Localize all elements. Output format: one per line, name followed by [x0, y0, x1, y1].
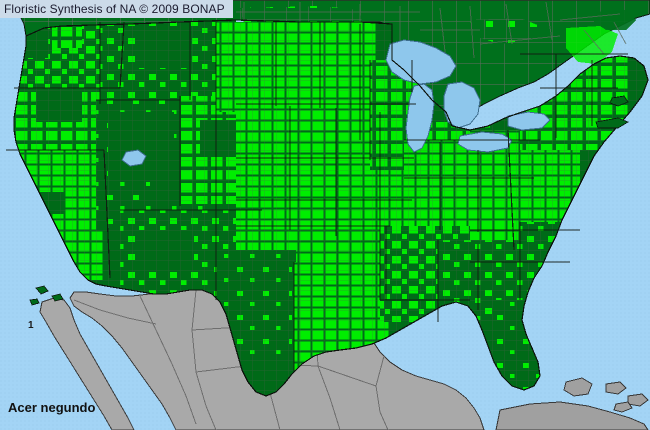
lake-ontario — [507, 111, 551, 131]
lake-huron — [443, 81, 481, 129]
great-salt-lake — [121, 149, 147, 167]
species-name-label: Acer negundo — [8, 400, 96, 415]
locality-marker-1: 1 — [28, 320, 34, 331]
lake-superior — [385, 39, 457, 85]
map-title-plaque: Floristic Synthesis of NA © 2009 BONAP — [0, 0, 233, 18]
map-title-text: Floristic Synthesis of NA © 2009 BONAP — [4, 2, 225, 16]
lake-michigan — [405, 83, 435, 153]
region-caribbean — [495, 377, 649, 430]
state-boundaries — [6, 21, 628, 372]
great-lakes — [121, 39, 551, 167]
lake-erie — [457, 131, 513, 153]
